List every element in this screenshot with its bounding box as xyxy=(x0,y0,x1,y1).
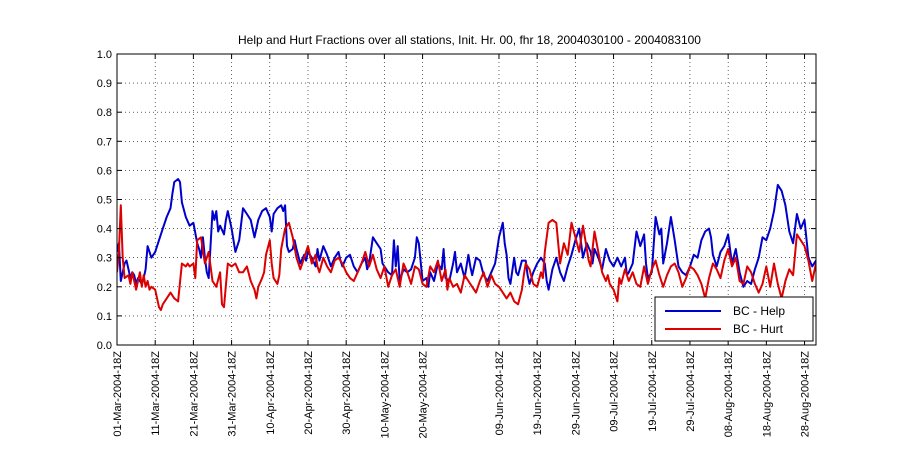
x-tick-label: 09-Jun-2004-18Z xyxy=(494,351,506,436)
y-tick-label: 0.8 xyxy=(97,107,112,119)
y-tick-label: 0.1 xyxy=(97,311,112,323)
x-tick-label: 08-Aug-2004-18Z xyxy=(723,351,735,438)
y-tick-label: 0.9 xyxy=(97,78,112,90)
y-tick-label: 0.0 xyxy=(97,340,112,352)
y-tick-label: 0.3 xyxy=(97,253,112,265)
x-tick-label: 11-Mar-2004-18Z xyxy=(150,351,162,436)
x-tick-label: 10-May-2004-18Z xyxy=(379,351,391,439)
y-tick-label: 0.5 xyxy=(97,195,112,207)
x-tick-label: 30-Apr-2004-18Z xyxy=(341,351,353,435)
y-tick-label: 0.4 xyxy=(97,224,112,236)
x-tick-label: 01-Mar-2004-18Z xyxy=(112,351,124,437)
axis-ticks: 0.0 0.1 0.2 0.3 0.4 0.5 0.6 0.7 0.8 0.9 1.0 01-Mar-… xyxy=(97,49,816,438)
x-tick-label: 19-Jul-2004-18Z xyxy=(647,351,659,432)
y-tick-label: 0.7 xyxy=(97,136,112,148)
x-tick-label: 21-Mar-2004-18Z xyxy=(188,351,200,437)
x-tick-label: 29-Jul-2004-18Z xyxy=(685,351,697,432)
x-tick-label: 20-Apr-2004-18Z xyxy=(303,351,315,435)
legend: BC - Help BC - Hurt xyxy=(654,296,814,342)
x-tick-label: 31-Mar-2004-18Z xyxy=(227,351,239,437)
chart-title: Help and Hurt Fractions over all station… xyxy=(238,33,701,47)
series-lines xyxy=(117,178,816,312)
y-tick-label: 0.6 xyxy=(97,165,112,177)
legend-label-help: BC - Help xyxy=(733,304,785,318)
y-tick-label: 0.2 xyxy=(97,282,112,294)
legend-box xyxy=(654,296,814,342)
x-tick-label: 10-Apr-2004-18Z xyxy=(265,351,277,435)
x-tick-label: 29-Jun-2004-18Z xyxy=(570,351,582,436)
legend-label-hurt: BC - Hurt xyxy=(733,322,784,336)
x-tick-label: 20-May-2004-18Z xyxy=(418,351,430,439)
y-tick-label: 1.0 xyxy=(97,49,112,61)
grid-lines xyxy=(117,54,816,345)
x-tick-label: 28-Aug-2004-18Z xyxy=(800,351,812,438)
x-tick-label: 19-Jun-2004-18Z xyxy=(532,351,544,436)
x-tick-label: 09-Jul-2004-18Z xyxy=(609,351,621,432)
x-tick-label: 18-Aug-2004-18Z xyxy=(761,351,773,438)
series-line-hurt xyxy=(117,204,816,312)
